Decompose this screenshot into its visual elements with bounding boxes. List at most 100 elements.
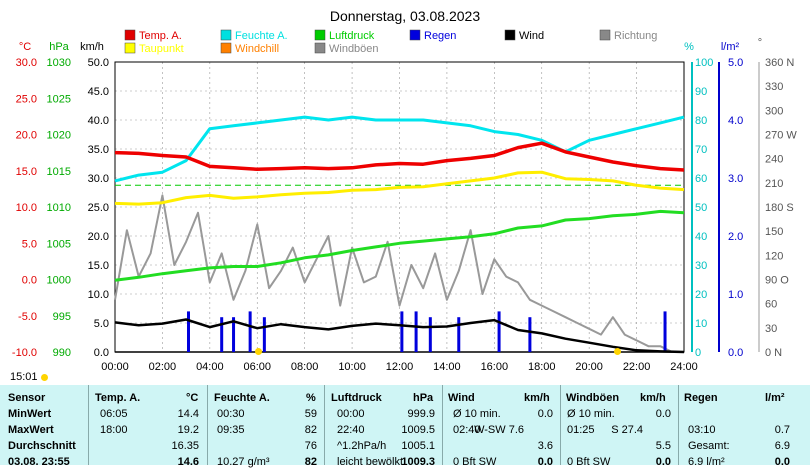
gust-time: 0 Bft SW bbox=[567, 456, 611, 468]
rain-bar bbox=[248, 311, 252, 352]
series-line-windboen bbox=[114, 194, 684, 353]
series-line-temp bbox=[114, 141, 685, 172]
rain-tick-label: 2.0 bbox=[728, 231, 743, 243]
chart-legend: Temp. A. Feuchte A. Luftdruck Regen Wind Rich… bbox=[124, 29, 657, 55]
legend-swatch bbox=[599, 29, 611, 41]
column-divider bbox=[207, 385, 208, 465]
header-temp: Temp. A. bbox=[95, 392, 141, 404]
pressure-tick-label: 1030 bbox=[47, 57, 71, 69]
x-axis: 00:00 02:00 04:00 06:00 08:00 10:00 12:00 14:00… bbox=[101, 361, 698, 373]
pressure-tick-label: 1005 bbox=[47, 238, 71, 250]
column-divider bbox=[678, 385, 679, 465]
rain-bar bbox=[663, 311, 667, 352]
temp-tick-label: 30.0 bbox=[16, 57, 37, 69]
x-tick-label: 12:00 bbox=[386, 361, 414, 373]
legend-swatch bbox=[314, 42, 326, 54]
humidity-tick-label: 100 bbox=[695, 57, 713, 69]
legend-swatch bbox=[124, 29, 136, 41]
wind-tick-label: 15.0 bbox=[88, 260, 109, 272]
wind-value: 0.0 bbox=[537, 456, 553, 468]
wind-tick-label: 35.0 bbox=[88, 144, 109, 156]
x-tick-label: 08:00 bbox=[291, 361, 319, 373]
temp-tick-label: 25.0 bbox=[16, 93, 37, 105]
summary-row: MinWert 06:05 14.4 00:30 59 00:00 999.9 Ø 10 mi… bbox=[0, 407, 810, 423]
wind-time: 02:40 bbox=[453, 424, 481, 436]
temp-tick-label: -5.0 bbox=[18, 311, 37, 323]
direction-tick-label: 60 bbox=[765, 299, 777, 311]
temp-time: 06:05 bbox=[100, 408, 128, 420]
legend-swatch bbox=[220, 42, 232, 54]
series-line-feuchte bbox=[114, 115, 685, 183]
gust-value: 0.0 bbox=[655, 408, 671, 420]
pressure-time: leicht bewölkt bbox=[337, 456, 404, 468]
legend-swatch bbox=[409, 29, 421, 41]
summary-table: Sensor Temp. A. °C Feuchte A. % Luftdruc… bbox=[0, 385, 810, 468]
direction-tick-label: 240 bbox=[765, 154, 783, 166]
header-rain-unit: l/m² bbox=[765, 392, 785, 404]
gust-time: Ø 10 min. bbox=[567, 408, 615, 420]
direction-tick-label: 150 bbox=[765, 226, 783, 238]
rain-bar bbox=[497, 311, 501, 352]
pressure-tick-label: 1010 bbox=[47, 202, 71, 214]
gust-value: 5.5 bbox=[655, 440, 671, 452]
pressure-value: 1005.1 bbox=[401, 440, 435, 452]
sunrise-time-marker bbox=[255, 348, 262, 355]
header-temp-unit: °C bbox=[186, 392, 199, 404]
legend-swatch bbox=[504, 29, 516, 41]
humidity-tick-label: 0 bbox=[695, 347, 701, 359]
header-sensor: Sensor bbox=[8, 392, 46, 404]
legend-label: Regen bbox=[424, 30, 456, 42]
header-humidity-unit: % bbox=[306, 392, 316, 404]
pressure-tick-label: 990 bbox=[53, 347, 71, 359]
direction-axis-unit: ° bbox=[758, 37, 762, 49]
legend-label: Taupunkt bbox=[139, 43, 184, 55]
header-wind-unit: km/h bbox=[524, 392, 550, 404]
rain-tick-label: 5.0 bbox=[728, 57, 743, 69]
rain-value: 6.9 bbox=[774, 440, 790, 452]
x-tick-label: 18:00 bbox=[528, 361, 556, 373]
temp-axis-unit: °C bbox=[19, 41, 31, 53]
temp-value: 14.6 bbox=[177, 456, 199, 468]
wind-time: 0 Bft SW bbox=[453, 456, 497, 468]
direction-tick-label: 90 O bbox=[765, 275, 789, 287]
temp-time: 18:00 bbox=[100, 424, 128, 436]
x-tick-label: 16:00 bbox=[481, 361, 509, 373]
legend-label: Wind bbox=[519, 30, 544, 42]
pressure-tick-label: 995 bbox=[53, 311, 71, 323]
row-label: Durchschnitt bbox=[8, 440, 76, 452]
temp-tick-label: 15.0 bbox=[16, 166, 37, 178]
rain-bar bbox=[220, 317, 224, 352]
header-gust: Windböen bbox=[566, 392, 620, 404]
rain-tick-label: 3.0 bbox=[728, 173, 743, 185]
rain-value: 0.0 bbox=[774, 456, 790, 468]
humidity-value: 59 bbox=[304, 408, 317, 420]
x-tick-label: 06:00 bbox=[243, 361, 271, 373]
rain-axis-unit: l/m² bbox=[721, 41, 740, 53]
pressure-tick-label: 1025 bbox=[47, 93, 71, 105]
legend-label: Feuchte A. bbox=[235, 30, 288, 42]
summary-row: 03.08. 23:55 14.6 10.27 g/m³ 82 leicht bewöl… bbox=[0, 455, 810, 471]
temp-tick-label: 20.0 bbox=[16, 130, 37, 142]
header-pressure-unit: hPa bbox=[413, 392, 434, 404]
rain-value: 0.7 bbox=[774, 424, 790, 436]
wind-tick-label: 25.0 bbox=[88, 202, 109, 214]
header-humidity: Feuchte A. bbox=[214, 392, 270, 404]
column-divider bbox=[88, 385, 89, 465]
summary-row: MaxWert 18:00 19.2 09:35 82 22:40 1009.5 02:40 W… bbox=[0, 423, 810, 439]
pressure-time: ^1.2hPa/h bbox=[337, 440, 387, 452]
humidity-value: 76 bbox=[304, 440, 317, 452]
series-line-wind bbox=[114, 318, 685, 354]
x-tick-label: 10:00 bbox=[338, 361, 366, 373]
legend-swatch bbox=[220, 29, 232, 41]
plot-area bbox=[114, 61, 685, 354]
rain-bar bbox=[428, 317, 432, 352]
rain-tick-label: 4.0 bbox=[728, 115, 743, 127]
temp-tick-label: 0.0 bbox=[22, 275, 37, 287]
y-axes: 30.025.020.015.010.05.00.0-5.0-10.010301… bbox=[12, 57, 797, 359]
humidity-tick-label: 40 bbox=[695, 231, 707, 243]
rain-bar bbox=[528, 317, 532, 352]
pressure-tick-label: 1020 bbox=[47, 130, 71, 142]
legend-label: Windchill bbox=[235, 43, 279, 55]
pressure-tick-label: 1015 bbox=[47, 166, 71, 178]
humidity-axis-unit: % bbox=[684, 41, 694, 53]
